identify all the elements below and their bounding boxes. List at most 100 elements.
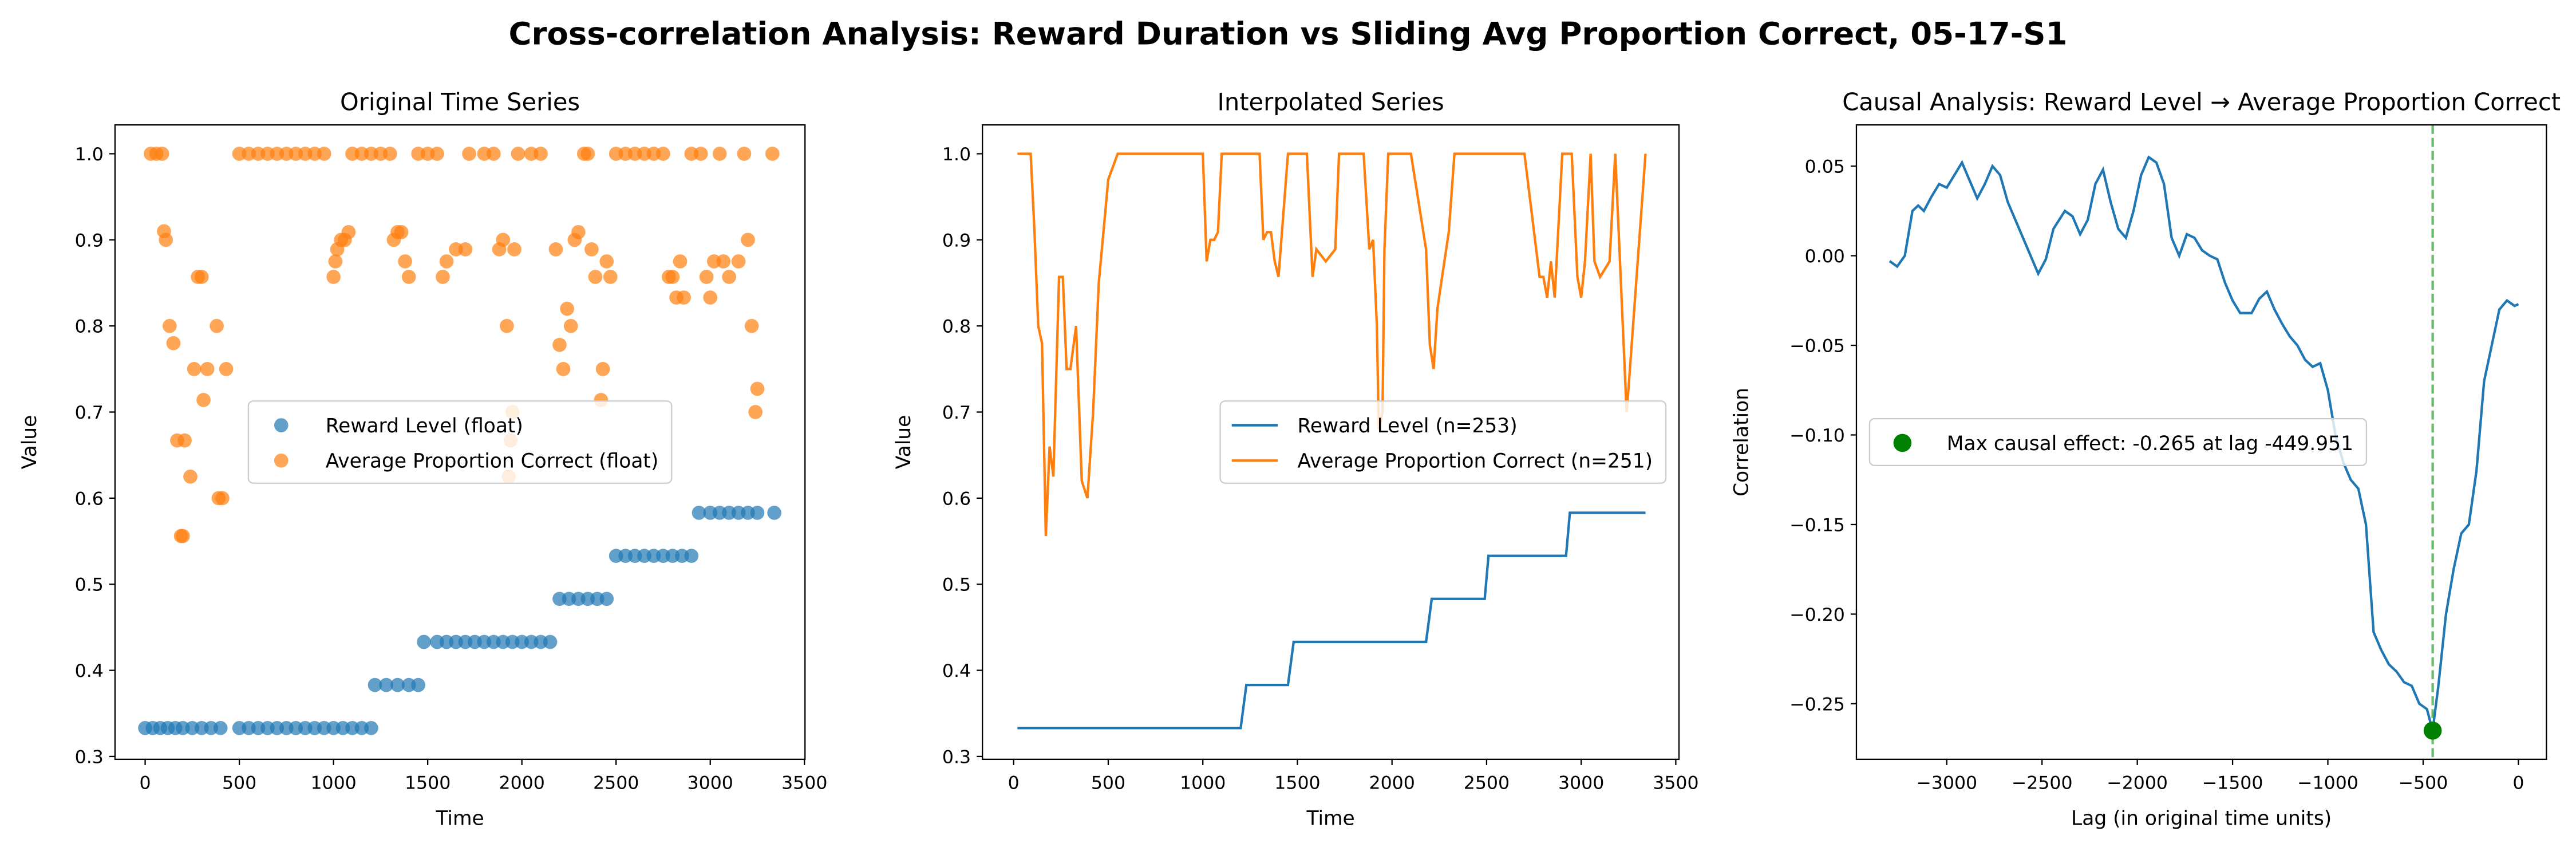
y-tick-label: 1.0 (942, 144, 971, 165)
x-tick-label: 0 (140, 773, 151, 794)
legend-label: Max causal effect: -0.265 at lag -449.95… (1947, 432, 2353, 455)
x-tick-label: 1000 (1180, 773, 1226, 794)
point (401, 270, 416, 284)
point (748, 405, 763, 419)
y-axis-label: Value (18, 415, 41, 470)
y-tick-label: 0.00 (1805, 246, 1845, 267)
point (684, 549, 699, 563)
legend: Reward Level (float) Average Proportion C… (247, 400, 673, 484)
x-tick-label: 1500 (1274, 773, 1320, 794)
point (677, 290, 692, 305)
line (1017, 152, 1647, 537)
x-tick-label: −1500 (2202, 773, 2263, 794)
point (183, 469, 197, 484)
x-tick-label: 1500 (405, 773, 451, 794)
y-tick-label: −0.10 (1789, 425, 1845, 446)
figure-title: Cross-correlation Analysis: Reward Durat… (509, 15, 2068, 52)
point (744, 318, 759, 333)
x-tick-label: 3000 (1558, 773, 1604, 794)
subplot-title: Original Time Series (340, 88, 580, 116)
legend-box (1219, 400, 1667, 484)
point (692, 506, 706, 520)
point (364, 720, 378, 735)
y-tick-label: 1.0 (75, 144, 104, 165)
point (716, 254, 731, 269)
y-tick-label: 0.05 (1805, 157, 1845, 178)
x-tick-label: 2000 (499, 773, 545, 794)
point (326, 270, 341, 284)
axes-frame (982, 124, 1680, 761)
legend: Max causal effect: -0.265 at lag -449.95… (1868, 417, 2368, 467)
point (507, 242, 521, 257)
plot-area (138, 147, 781, 735)
point (584, 242, 599, 257)
y-tick-label: −0.25 (1789, 694, 1845, 715)
y-tick-label: 0.9 (942, 230, 971, 251)
point (215, 491, 230, 506)
legend-label: Reward Level (float) (326, 415, 523, 438)
point (317, 147, 331, 161)
point (595, 362, 610, 376)
point (219, 362, 234, 376)
y-axis-label: Value (892, 415, 915, 470)
plot-area (1888, 125, 2519, 759)
subplot: Causal Analysis: Reward Level → Average … (1730, 88, 2561, 830)
point (194, 270, 209, 284)
plot-area (1017, 152, 1647, 730)
point (436, 270, 450, 284)
x-tick-label: −3000 (1916, 773, 1977, 794)
point (500, 318, 514, 333)
point (328, 254, 343, 269)
point (737, 147, 752, 161)
point (693, 147, 708, 161)
x-tick-label: 2500 (1464, 773, 1510, 794)
point (767, 506, 781, 520)
line (1888, 155, 2519, 731)
point (417, 635, 431, 649)
x-tick-label: −500 (2399, 773, 2448, 794)
x-tick-label: 2500 (593, 773, 639, 794)
point (486, 147, 501, 161)
point (552, 337, 567, 352)
y-tick-label: −0.20 (1789, 605, 1845, 625)
legend-marker (274, 418, 289, 432)
y-tick-label: 0.3 (75, 747, 104, 767)
point (213, 720, 228, 735)
point (556, 362, 571, 376)
point (699, 270, 714, 284)
point (166, 336, 181, 350)
subplot: Original Time Series Time Value 0 500 1000 150… (18, 88, 827, 830)
point (496, 233, 511, 247)
point (588, 270, 603, 284)
point (563, 318, 578, 333)
y-tick-label: 0.6 (942, 488, 971, 509)
x-tick-label: 2000 (1369, 773, 1415, 794)
y-tick-label: 0.3 (942, 747, 971, 767)
point (200, 362, 215, 376)
x-tick-label: 500 (1091, 773, 1125, 794)
point (750, 506, 765, 520)
point (187, 362, 202, 376)
subplot-title: Interpolated Series (1218, 88, 1444, 116)
point (560, 301, 574, 316)
y-tick-label: 0.5 (942, 575, 971, 596)
point (534, 147, 548, 161)
max-effect-marker (2423, 722, 2442, 740)
point (155, 147, 169, 161)
point (368, 677, 382, 692)
point (394, 224, 409, 239)
point (398, 254, 412, 269)
y-tick-label: 0.8 (75, 317, 104, 337)
point (750, 381, 765, 396)
y-tick-label: 0.6 (75, 488, 104, 509)
point (656, 147, 670, 161)
legend-label: Average Proportion Correct (n=251) (1297, 450, 1653, 473)
point (430, 147, 444, 161)
x-tick-label: 0 (2512, 773, 2524, 794)
x-axis-label: Time (435, 807, 484, 830)
point (439, 254, 454, 269)
y-tick-label: 0.4 (75, 661, 104, 681)
y-axis-label: Correlation (1730, 388, 1753, 497)
axes-frame (1855, 124, 2547, 761)
legend-box (247, 400, 673, 484)
